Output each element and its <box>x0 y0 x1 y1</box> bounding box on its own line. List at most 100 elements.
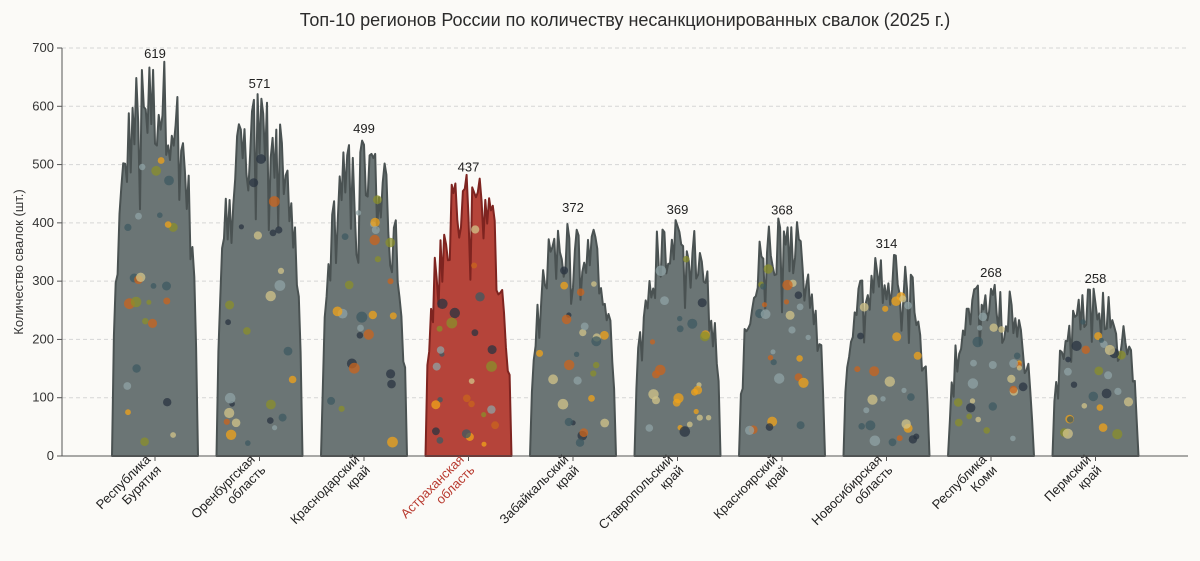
scatter-dot <box>882 305 889 312</box>
scatter-dot <box>124 223 132 231</box>
scatter-dot <box>1098 337 1104 343</box>
scatter-dot <box>696 414 703 421</box>
x-tick-label-line: Ставропольский <box>595 452 676 533</box>
scatter-dot <box>573 376 582 385</box>
scatter-dot <box>867 394 878 405</box>
scatter-dot <box>243 327 251 335</box>
scatter-dot <box>341 233 349 241</box>
scatter-dot <box>767 355 774 361</box>
scatter-dot <box>693 385 703 395</box>
value-label: 571 <box>249 76 271 91</box>
scatter-dot <box>672 398 681 407</box>
scatter-dot <box>761 302 768 308</box>
scatter-dot <box>344 280 354 290</box>
scatter-dot <box>1088 391 1099 402</box>
scatter-dot <box>591 281 597 287</box>
scatter-dot <box>967 378 979 389</box>
scatter-dot <box>1094 366 1104 376</box>
scatter-dot <box>576 288 585 297</box>
scatter-dot <box>355 210 362 216</box>
scatter-dot <box>486 361 497 372</box>
scatter-dot <box>796 303 804 311</box>
scatter-dot <box>579 428 589 438</box>
scatter-dot <box>649 339 656 345</box>
scatter-dot <box>966 403 976 413</box>
scatter-dot <box>899 295 907 303</box>
scatter-dot <box>356 332 364 339</box>
scatter-dot <box>652 396 660 405</box>
scatter-dot <box>481 441 487 447</box>
scatter-dot <box>373 195 382 205</box>
scatter-dot <box>272 425 278 431</box>
scatter-dot <box>693 408 699 415</box>
scatter-dot <box>1066 416 1074 423</box>
scatter-dot <box>975 416 981 423</box>
scatter-dot <box>782 279 793 291</box>
scatter-dot <box>275 226 283 234</box>
scatter-dot <box>164 221 172 228</box>
mountains <box>111 60 1140 457</box>
scatter-dot <box>765 423 774 431</box>
y-tick-label: 700 <box>32 40 54 55</box>
scatter-dot <box>892 332 902 342</box>
scatter-dot <box>136 272 146 282</box>
value-label: 437 <box>458 159 480 174</box>
scatter-dot <box>783 299 790 305</box>
scatter-dot <box>163 297 171 305</box>
scatter-dot <box>560 266 569 275</box>
scatter-dot <box>869 435 881 447</box>
scatter-dot <box>1123 397 1134 407</box>
scatter-dot <box>1009 385 1018 394</box>
scatter-dot <box>135 212 142 220</box>
mountain-area <box>320 139 408 457</box>
scatter-dot <box>869 366 880 377</box>
scatter-dot <box>487 405 496 414</box>
scatter-dot <box>660 296 669 305</box>
scatter-dot <box>278 413 287 422</box>
scatter-dot <box>245 440 251 446</box>
scatter-dot <box>157 212 163 218</box>
scatter-dot <box>223 418 230 425</box>
scatter-dot <box>1114 387 1122 395</box>
scatter-dot <box>157 157 165 164</box>
scatter-dot <box>437 397 443 403</box>
scatter-dot <box>256 154 266 164</box>
scatter-dot <box>142 318 149 325</box>
scatter-dot <box>1064 367 1072 376</box>
scatter-dot <box>859 302 869 312</box>
scatter-dot <box>332 306 343 317</box>
scatter-dot <box>151 165 162 176</box>
scatter-dot <box>369 234 380 246</box>
scatter-dot <box>901 387 907 393</box>
scatter-dot <box>468 400 475 408</box>
scatter-dot <box>231 418 241 428</box>
scatter-dot <box>471 225 480 234</box>
scatter-dot <box>699 331 710 342</box>
scatter-dot <box>557 398 569 410</box>
scatter-dot <box>432 362 441 371</box>
scatter-dot <box>150 283 157 289</box>
scatter-dot <box>224 407 235 419</box>
scatter-dot <box>146 299 152 305</box>
scatter-dot <box>277 267 285 274</box>
scatter-dot <box>436 325 443 332</box>
scatter-dot <box>1010 435 1016 442</box>
scatter-dot <box>998 326 1005 333</box>
scatter-dot <box>468 378 475 384</box>
value-label: 369 <box>667 202 689 217</box>
scatter-dot <box>548 374 558 385</box>
scatter-dot <box>884 376 895 387</box>
scatter-dot <box>575 438 585 447</box>
scatter-dot <box>913 351 922 360</box>
scatter-dot <box>225 319 232 326</box>
scatter-dot <box>1013 352 1021 360</box>
scatter-dot <box>863 407 870 414</box>
scatter-dot <box>796 355 803 362</box>
scatter-dot <box>705 415 712 421</box>
